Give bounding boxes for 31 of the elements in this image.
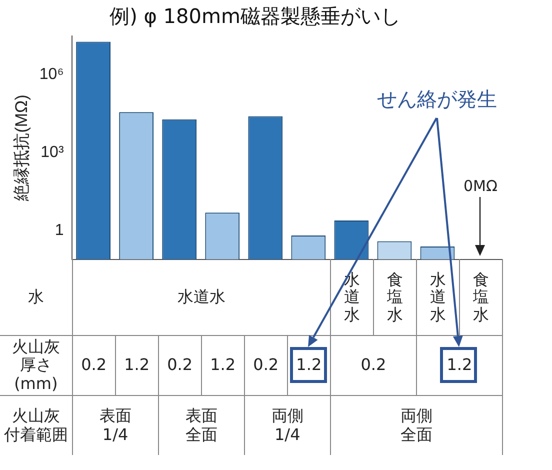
x-tick-label: 1.2: [210, 355, 236, 375]
annotation: せん絡が発生: [376, 86, 498, 113]
text: 水: [28, 286, 44, 306]
text: 1/4: [102, 424, 128, 444]
text: 全面: [185, 424, 218, 444]
x-tick-label: 0.2: [253, 355, 279, 375]
text: 両側: [271, 406, 304, 426]
x-tick-label: 1.2: [446, 355, 472, 375]
x-tick-label: 0.2: [360, 355, 386, 375]
y-tick-label: 1: [54, 222, 64, 240]
y-tick-label: 10³: [40, 144, 64, 162]
y-axis-title: 絶縁抵抗(MΩ): [12, 94, 31, 202]
text: 表面: [185, 406, 218, 426]
annotation: 0MΩ: [462, 177, 498, 196]
text: 食塩水: [386, 270, 404, 324]
text: 全面: [400, 424, 432, 444]
chart-title: 例) φ 180mm磁器製懸垂がいし: [110, 4, 400, 28]
text: 1/4: [274, 424, 300, 444]
y-tick-label: 10⁶: [39, 66, 64, 83]
x-tick-label: 0.2: [167, 355, 193, 375]
text: 水道水: [429, 270, 447, 324]
x-tick-label: 1.2: [124, 355, 150, 375]
x-tick-label: 0.2: [81, 355, 107, 375]
text: 水道水: [177, 286, 226, 306]
text: 表面: [99, 406, 132, 426]
text: 両側: [400, 406, 432, 426]
x-axis-title: 火山灰厚さ(mm): [10, 336, 61, 394]
text: 食塩水: [472, 270, 490, 324]
x-tick-label: 1.2: [296, 355, 322, 375]
text: 付着範囲: [4, 424, 68, 444]
text: 火山灰: [12, 406, 60, 426]
